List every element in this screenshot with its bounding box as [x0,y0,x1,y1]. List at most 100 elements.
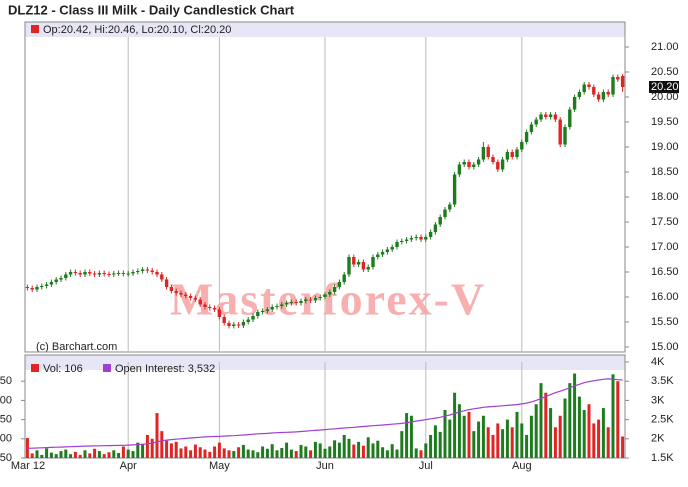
candle-body [395,242,399,247]
candle-body [299,301,303,303]
candle-body [227,323,231,326]
candle-body [83,272,87,275]
volume-bar [505,419,509,458]
legend-label: Vol: 106 [43,363,83,375]
candle-body [160,274,164,280]
volume-bar [601,408,605,458]
candle-body [280,304,284,306]
volume-bar [357,441,361,458]
y-tick-label: 16.50 [651,266,679,278]
y-tick-label: 18.50 [651,166,679,178]
volume-bar [93,448,97,458]
candle-body [193,298,198,300]
volume-bar [606,427,610,458]
volume-bar [496,423,500,458]
volume-bar [217,442,221,458]
volume-bar [165,440,169,458]
candle-body [611,77,615,95]
candle-body [40,286,44,287]
volume-bar [582,410,586,458]
info-swatch [31,25,39,33]
chart-title: DLZ12 - Class III Milk - Daily Candlesti… [8,2,295,17]
candle-body [462,162,466,165]
y-tick-label: 15.00 [651,341,679,353]
volume-bar [189,450,193,458]
candle-body [443,209,447,217]
candle-body [510,152,514,157]
y-tick-label: 150 [0,414,12,426]
y2-tick-label: 3K [651,394,665,406]
x-tick-label: May [209,460,230,472]
volume-bar [83,450,87,458]
volume-bar [462,415,466,458]
volume-bar [136,442,140,458]
candle-body [107,274,111,275]
candle-body [563,127,567,145]
volume-bar [342,434,346,458]
candle-body [112,273,116,275]
volume-bar [611,374,615,458]
volume-bar [112,450,116,458]
volume-bar [193,444,197,458]
y2-tick-label: 1.5K [651,452,674,464]
volume-bar [587,404,591,458]
volume-bar [59,451,63,458]
volume-bar [366,437,370,458]
candle-body [361,262,366,270]
candle-body [116,273,121,274]
y-tick-label: 20.00 [651,91,679,103]
volume-bar [385,450,389,458]
candle-body [481,147,486,160]
volume-bar [529,415,533,458]
volume-bar [73,451,77,458]
x-tick-label: Apr [120,460,137,472]
volume-bar [64,449,68,458]
volume-bar [107,452,111,458]
candle-body [246,319,250,322]
candle-body [572,97,577,110]
volume-bar [376,440,380,458]
volume-bar [424,443,428,458]
volume-bar [141,444,145,458]
volume-bar [313,441,317,458]
candle-body [606,92,610,95]
volume-bar [486,427,490,458]
candle-body [515,149,519,157]
volume-bar [69,454,73,458]
candle-body [217,309,222,317]
volume-bar [150,438,154,458]
info-band [25,22,625,37]
candle-body [64,274,68,278]
candle-body [251,316,255,320]
candle-body [208,307,212,308]
candle-body [419,237,423,240]
volume-bar [227,450,231,458]
candle-body [577,92,582,97]
candle-body [524,132,529,142]
y-tick-label: 100 [0,433,12,445]
candle-body [380,252,385,255]
candle-body [390,247,394,250]
volume-bar [491,434,495,458]
volume-bar [405,413,409,458]
y-tick-label: 20.50 [651,66,679,78]
candle-body [457,164,462,175]
candle-body [241,322,246,326]
y-tick-label: 19.00 [651,141,679,153]
volume-bar [35,450,39,458]
volume-bar [45,448,49,458]
y-tick-label: 250 [0,375,12,387]
volume-bar [280,448,284,458]
candle-body [236,324,241,326]
candle-body [539,114,543,120]
volume-bar [97,451,101,458]
candle-body [529,124,534,132]
volume-bar [501,429,505,458]
volume-bar [592,423,596,458]
volume-bar [30,453,34,458]
volume-bar [155,413,159,458]
candle-body [184,294,188,296]
volume-bar [472,431,476,458]
candle-body [366,267,370,270]
candle-body [164,279,169,287]
